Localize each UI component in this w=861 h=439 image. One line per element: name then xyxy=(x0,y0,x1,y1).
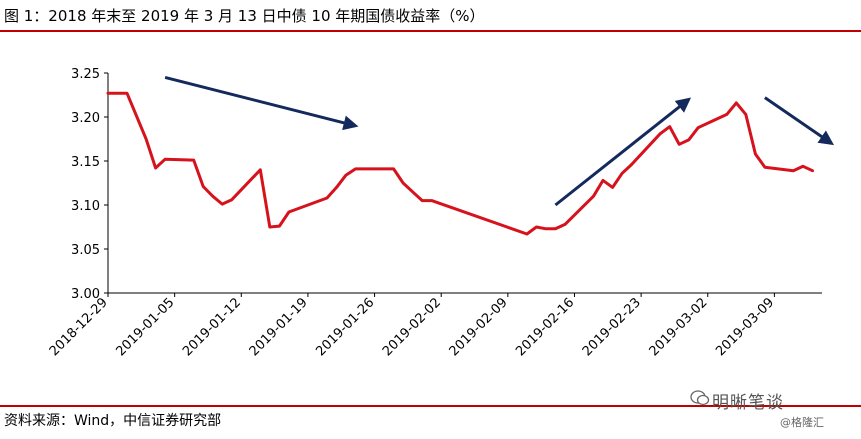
data-point xyxy=(801,165,805,168)
data-point xyxy=(554,227,557,230)
data-point xyxy=(620,172,624,175)
data-point xyxy=(563,223,567,226)
data-point xyxy=(668,125,671,128)
chart-axes xyxy=(107,73,822,294)
data-point xyxy=(678,143,681,146)
title-rule xyxy=(0,30,861,32)
x-tick-label: 2018-12-29 xyxy=(47,295,111,359)
data-point xyxy=(811,169,814,172)
y-tick-label: 3.20 xyxy=(71,111,100,126)
data-point xyxy=(335,186,338,189)
y-tick-label: 3.05 xyxy=(71,243,100,258)
x-tick-label: 2019-03-02 xyxy=(647,295,711,359)
x-tick-label: 2019-01-05 xyxy=(113,295,177,359)
x-tick-label: 2019-02-09 xyxy=(447,295,511,359)
trend-arrows xyxy=(164,75,834,207)
watermark-sub: @格隆汇 xyxy=(780,416,824,429)
data-point xyxy=(344,173,348,177)
data-point xyxy=(611,186,614,189)
x-axis-ticks: 2018-12-29 2019-01-05 2019-01-12 2019-01-19… xyxy=(47,293,777,359)
data-point xyxy=(754,152,757,156)
trend-arrow-up xyxy=(554,97,692,207)
data-point xyxy=(697,126,700,129)
x-tick-label: 2019-01-19 xyxy=(247,295,311,359)
data-point xyxy=(687,138,690,142)
y-tick-label: 3.25 xyxy=(71,67,100,82)
data-point xyxy=(211,195,214,198)
data-point xyxy=(259,168,262,171)
series-layer xyxy=(106,91,814,236)
data-point xyxy=(535,225,538,229)
x-tick-label: 2019-02-02 xyxy=(380,295,444,359)
data-point xyxy=(592,195,595,198)
data-point xyxy=(411,190,414,193)
data-point xyxy=(221,202,224,206)
y-tick-label: 3.10 xyxy=(71,199,100,214)
data-point xyxy=(144,137,148,141)
data-point xyxy=(163,158,167,161)
data-point xyxy=(420,199,424,202)
wechat-icon xyxy=(690,390,710,406)
x-tick-label: 2019-01-12 xyxy=(180,295,244,359)
data-point xyxy=(154,166,157,170)
data-point xyxy=(763,165,767,169)
data-point xyxy=(354,167,357,171)
x-tick-label: 2019-02-23 xyxy=(580,295,644,359)
data-point xyxy=(525,232,529,236)
data-point xyxy=(735,101,738,105)
x-tick-label: 2019-02-16 xyxy=(513,295,577,359)
data-point xyxy=(192,158,195,162)
watermark-text: 明晰笔谈 xyxy=(712,393,784,413)
x-tick-label: 2019-01-26 xyxy=(313,295,377,359)
data-point xyxy=(744,113,748,116)
data-point xyxy=(725,113,728,116)
data-point xyxy=(544,227,548,230)
source-note: 资料来源：Wind，中信证券研究部 xyxy=(4,413,222,429)
data-point xyxy=(658,132,662,135)
y-tick-label: 3.15 xyxy=(71,155,100,170)
data-point xyxy=(106,92,110,95)
y-tick-label: 3.00 xyxy=(71,287,100,302)
chart-title: 图 1：2018 年末至 2019 年 3 月 13 日中债 10 年期国债收益… xyxy=(4,7,485,25)
data-point xyxy=(297,207,300,210)
data-point xyxy=(202,185,205,188)
data-point xyxy=(392,167,395,171)
x-tick-label: 2019-03-09 xyxy=(713,295,777,359)
data-point xyxy=(430,199,433,202)
source-rule xyxy=(0,405,861,407)
trend-arrow-down xyxy=(764,96,834,146)
data-point xyxy=(401,181,405,185)
y-axis-ticks: 3.00 3.05 3.10 3.15 3.20 3.25 xyxy=(71,67,108,302)
data-point xyxy=(278,224,281,228)
yield-line xyxy=(106,91,814,236)
data-point xyxy=(325,196,329,200)
data-point xyxy=(287,210,291,214)
trend-arrow-down xyxy=(164,75,359,131)
data-point xyxy=(792,169,795,172)
data-point xyxy=(268,225,272,229)
data-point xyxy=(363,167,367,171)
data-point xyxy=(125,92,129,95)
data-point xyxy=(601,179,605,182)
data-point xyxy=(630,163,633,166)
data-point xyxy=(230,198,233,201)
